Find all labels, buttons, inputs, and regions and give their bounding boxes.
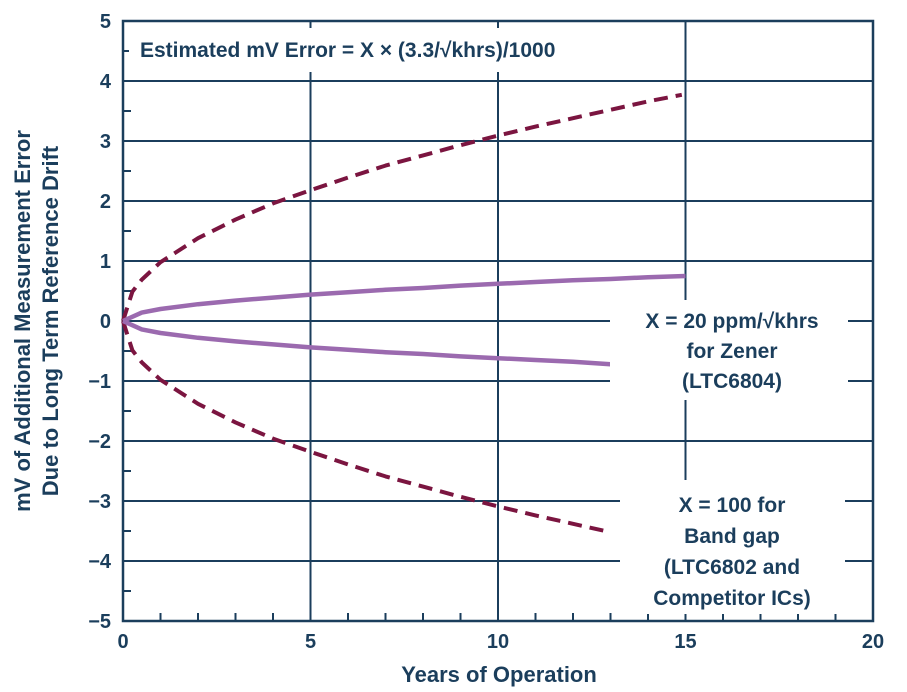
x-axis-title: Years of Operation — [401, 662, 597, 687]
y-tick-label: 0 — [100, 311, 111, 333]
bandgap-annotation-line-3: (LTC6802 and — [664, 556, 800, 579]
x-tick-label: 15 — [674, 631, 696, 653]
formula-label: Estimated mV Error = X × (3.3/√khrs)/100… — [140, 39, 555, 62]
zener-annotation-line-1: X = 20 ppm/√khrs — [645, 310, 818, 333]
bandgap-annotation-line-4: Competitor ICs) — [653, 587, 811, 610]
y-tick-label: 5 — [100, 11, 111, 33]
y-axis-title-line-1: mV of Additional Measurement Error — [10, 130, 35, 512]
zener-annotation-box — [610, 300, 848, 400]
bandgap-annotation-line-1: X = 100 for — [679, 494, 786, 517]
bandgap-annotation-box — [620, 480, 845, 614]
y-tick-label: 4 — [100, 71, 112, 93]
y-tick-label: 1 — [100, 251, 111, 273]
x-tick-label: 20 — [862, 631, 884, 653]
zener-annotation-line-3: (LTC6804) — [682, 370, 782, 393]
y-tick-label: −3 — [88, 491, 111, 513]
y-tick-label: −1 — [88, 371, 111, 393]
series-line-3 — [122, 273, 686, 324]
x-tick-label: 5 — [305, 631, 316, 653]
formula-box — [129, 28, 657, 72]
y-tick-label: −4 — [88, 551, 112, 573]
y-tick-label: −2 — [88, 431, 111, 453]
series-line-4 — [122, 318, 611, 367]
y-tick-label: 3 — [100, 131, 111, 153]
bandgap-annotation-line-2: Band gap — [684, 525, 780, 548]
x-tick-label: 0 — [117, 631, 128, 653]
y-axis-title-line-2: Due to Long Term Reference Drift — [38, 145, 63, 496]
series-line-1 — [121, 92, 683, 322]
series-line-2 — [121, 320, 611, 535]
x-tick-label: 10 — [487, 631, 509, 653]
y-tick-label: −5 — [88, 611, 111, 633]
zener-annotation-line-2: for Zener — [686, 340, 777, 363]
y-tick-label: 2 — [100, 191, 111, 213]
series-layer — [121, 92, 686, 535]
